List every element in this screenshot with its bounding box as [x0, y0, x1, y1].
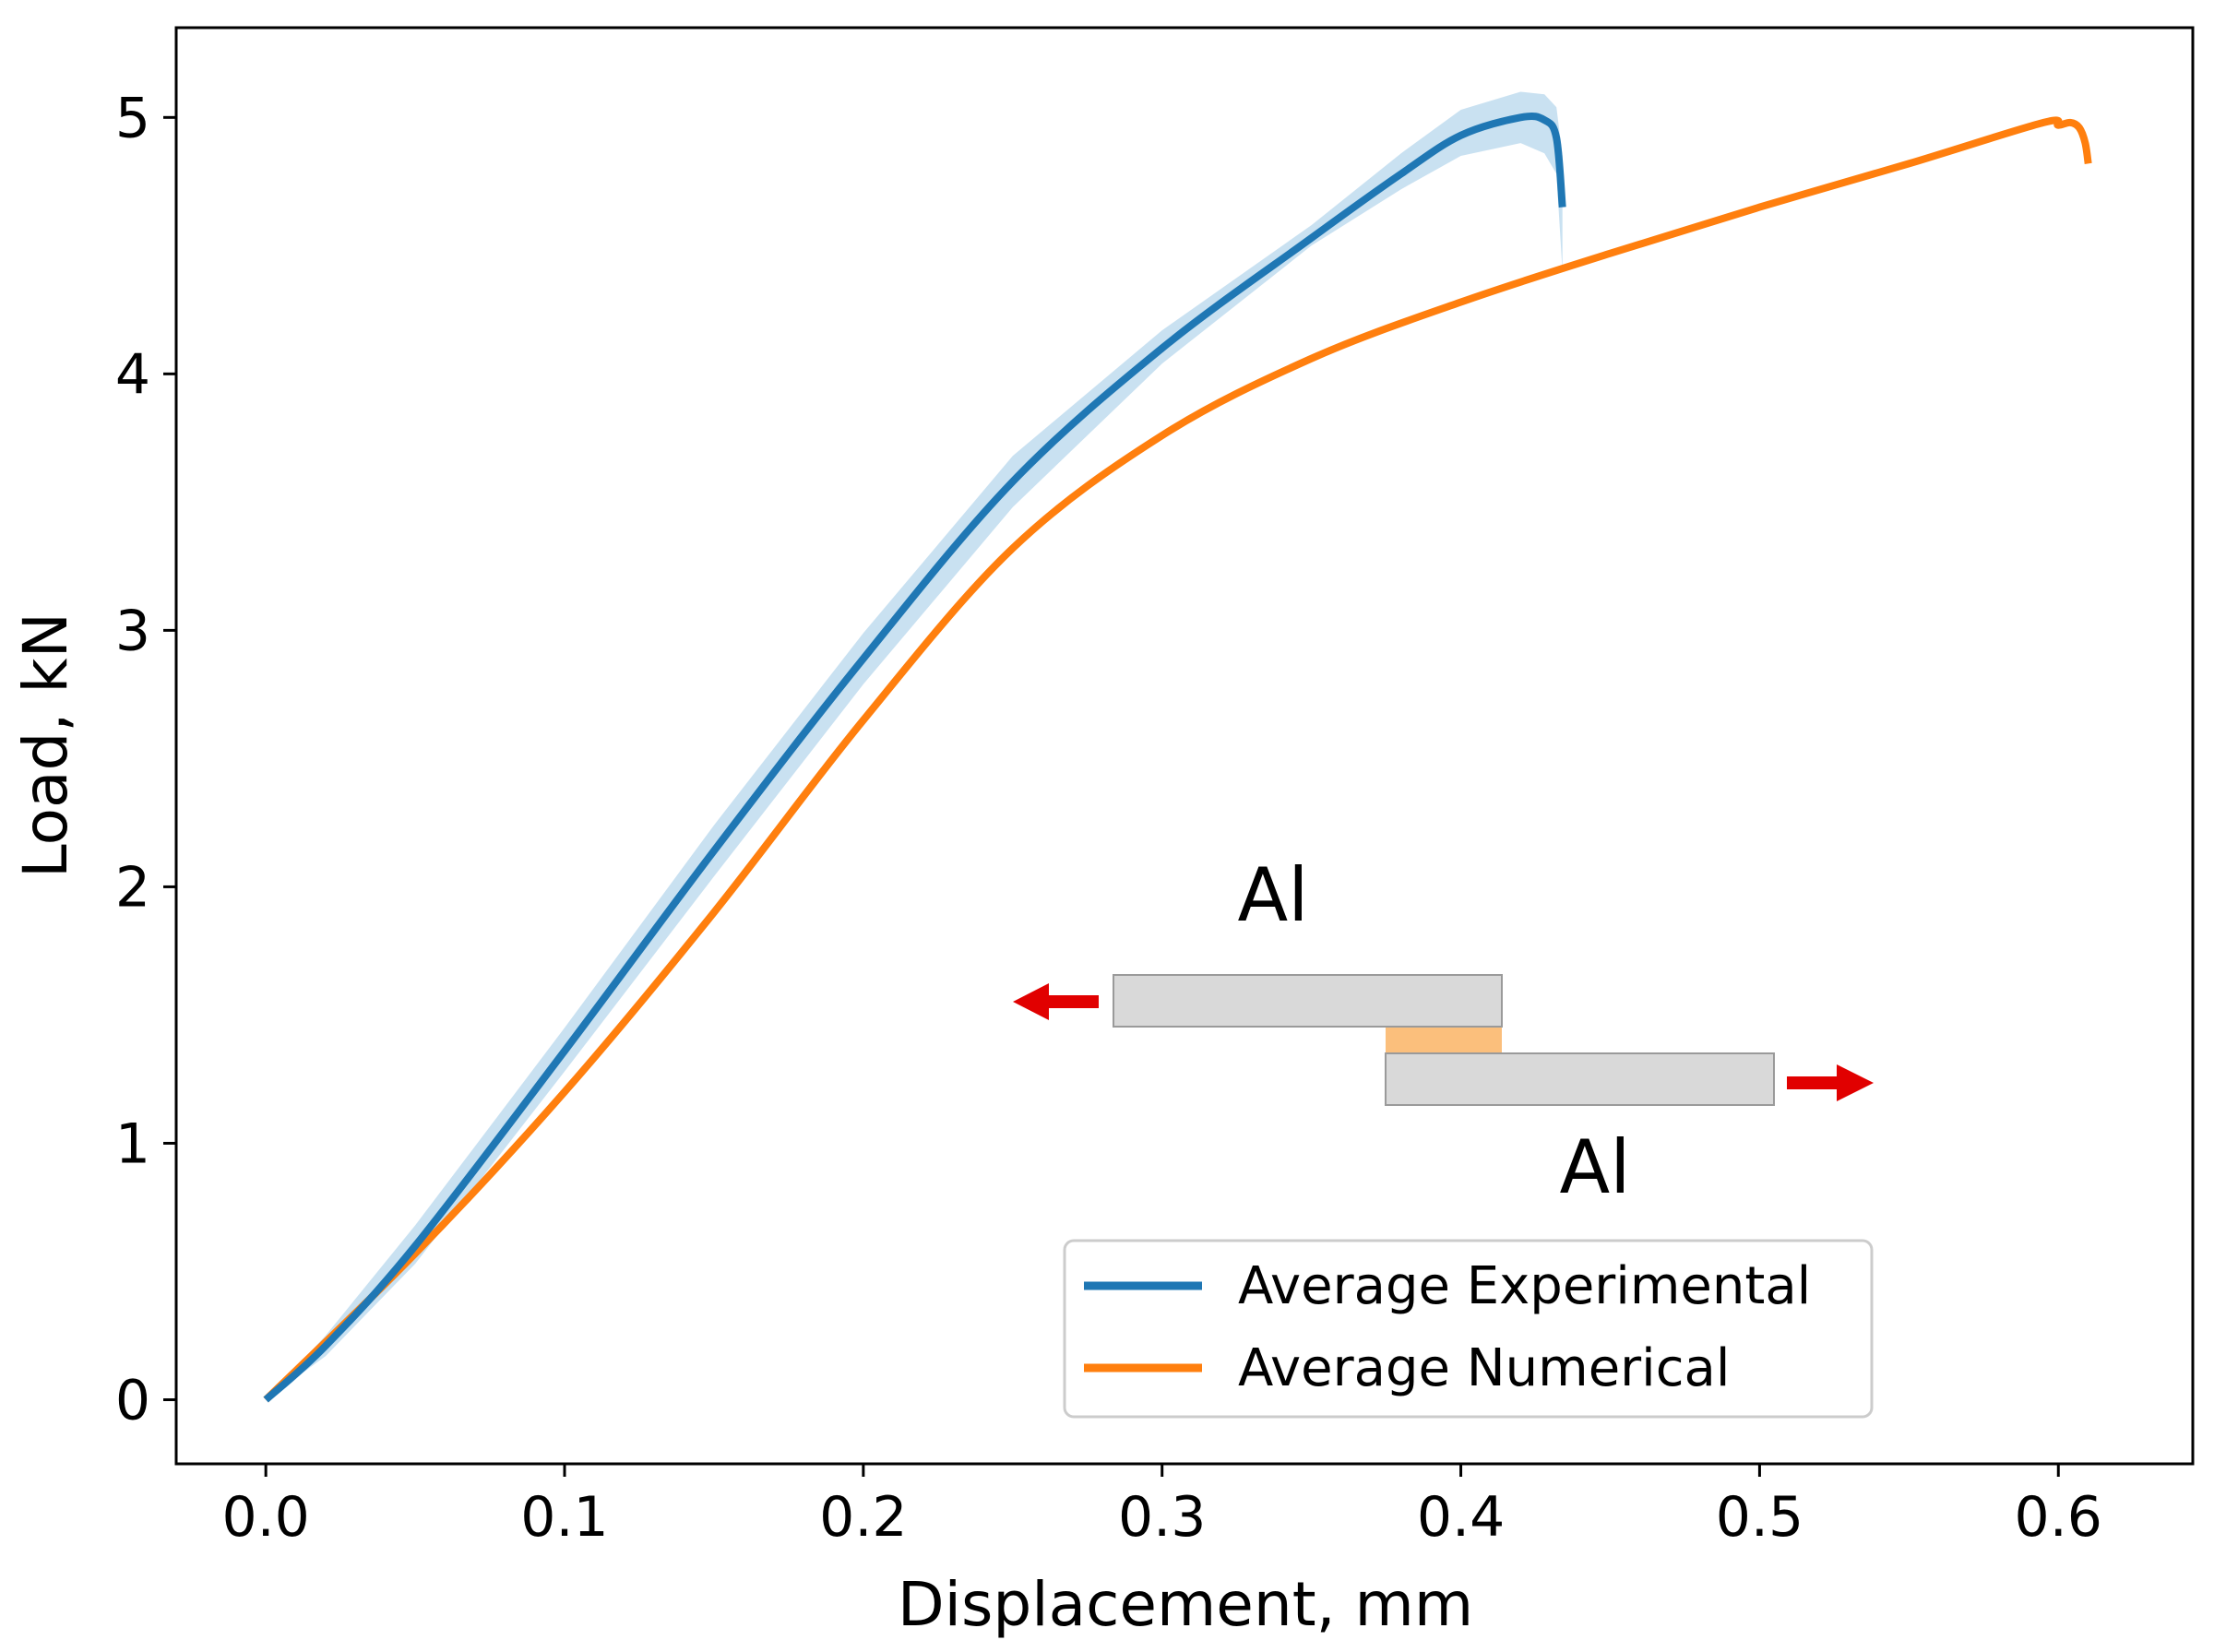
bottom-aluminum-plate	[1385, 1052, 1775, 1106]
right-arrow-shaft	[1787, 1076, 1839, 1089]
x-tick-label: 0.3	[1118, 1485, 1206, 1550]
x-tick-label: 0.2	[819, 1485, 907, 1550]
lap-joint-schematic: Al Al	[1013, 852, 1874, 1210]
y-axis: 0 1 2 3 4 5	[115, 86, 176, 1432]
left-pull-arrow	[1013, 983, 1099, 1020]
y-tick-label: 4	[115, 342, 150, 407]
adhesive-layer	[1386, 1024, 1502, 1055]
y-tick-label: 0	[115, 1368, 150, 1432]
legend: Average Experimental Average Numerical	[1063, 1239, 1874, 1419]
x-tick-label: 0.5	[1716, 1485, 1803, 1550]
x-tick-label: 0.6	[2015, 1485, 2102, 1550]
y-tick-label: 5	[115, 86, 150, 150]
series-line-numerical	[263, 116, 2092, 1403]
legend-box	[1063, 1239, 1874, 1419]
right-pull-arrow	[1787, 1064, 1874, 1101]
y-tick-label: 1	[115, 1111, 150, 1176]
x-tick-label: 0.1	[520, 1485, 608, 1550]
top-aluminum-plate	[1113, 974, 1503, 1028]
top-plate-label: Al	[1238, 852, 1309, 938]
x-tick-label: 0.4	[1417, 1485, 1505, 1550]
left-arrow-shaft	[1047, 995, 1099, 1008]
right-arrow-head	[1837, 1064, 1874, 1101]
bottom-plate-label: Al	[1560, 1124, 1631, 1210]
x-tick-label: 0.0	[221, 1485, 309, 1550]
x-axis-label: Displacement, mm	[898, 1569, 1473, 1640]
y-tick-label: 2	[115, 855, 150, 920]
legend-label-experimental: Average Experimental	[1238, 1256, 1811, 1316]
y-tick-label: 3	[115, 599, 150, 663]
series-line-experimental	[263, 112, 1566, 1403]
legend-label-numerical: Average Numerical	[1238, 1338, 1730, 1398]
series-line-layer	[263, 112, 2092, 1403]
x-axis: 0.0 0.1 0.2 0.3 0.4 0.5 0.6	[221, 1464, 2102, 1550]
plot-frame	[174, 26, 2195, 1466]
left-arrow-head	[1013, 983, 1049, 1020]
y-axis-label: Load, kN	[10, 612, 81, 878]
